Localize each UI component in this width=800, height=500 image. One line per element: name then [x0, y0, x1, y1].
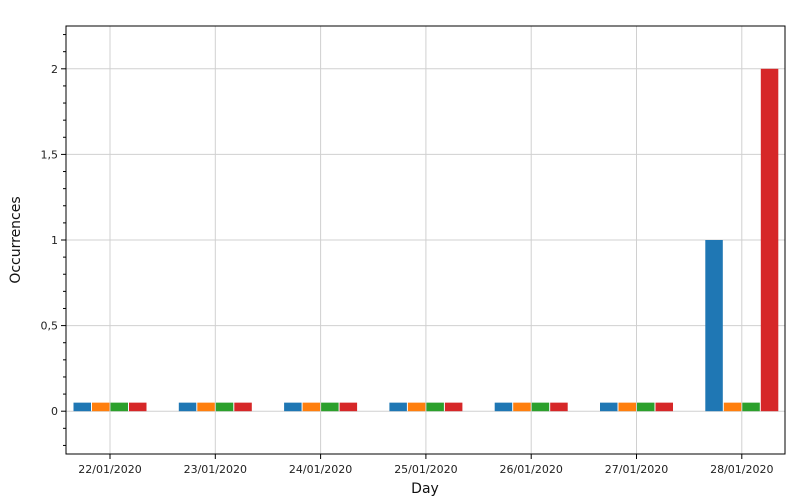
- bar: [215, 402, 234, 412]
- y-tick-label: 1: [51, 234, 58, 247]
- bar: [302, 402, 321, 412]
- y-tick-label: 0,5: [41, 320, 59, 333]
- bar: [234, 402, 252, 412]
- bar: [618, 402, 636, 412]
- bar: [705, 240, 723, 412]
- bar: [550, 402, 568, 412]
- x-tick-label: 22/01/2020: [78, 463, 141, 476]
- y-axis-ticks: 0 0,5 1 1,5 2: [41, 34, 66, 446]
- x-tick-label: 27/01/2020: [605, 463, 668, 476]
- grid: [66, 26, 785, 454]
- bar: [389, 402, 407, 412]
- bar: [73, 402, 91, 412]
- bar: [723, 402, 742, 412]
- x-tick-label: 28/01/2020: [710, 463, 773, 476]
- bar: [407, 402, 426, 412]
- x-tick-label: 25/01/2020: [394, 463, 457, 476]
- bar: [197, 402, 215, 412]
- bar: [513, 402, 531, 412]
- bar: [426, 402, 444, 412]
- x-tick-label: 23/01/2020: [184, 463, 247, 476]
- y-axis-label: Occurrences: [8, 196, 24, 283]
- bar: [284, 402, 302, 412]
- bar: [494, 402, 513, 412]
- bar: [637, 402, 655, 412]
- x-axis-label: Day: [411, 481, 439, 497]
- bars: [73, 68, 779, 412]
- y-tick-label: 1,5: [41, 148, 59, 161]
- bar: [321, 402, 339, 412]
- y-tick-label: 0: [51, 405, 58, 418]
- bar: [444, 402, 463, 412]
- bar: [531, 402, 550, 412]
- bar: [600, 402, 618, 412]
- bar: [742, 402, 760, 412]
- y-tick-label: 2: [51, 63, 58, 76]
- x-tick-label: 24/01/2020: [289, 463, 352, 476]
- bar: [655, 402, 673, 412]
- bar: [129, 402, 147, 412]
- bar: [92, 402, 110, 412]
- bar: [110, 402, 128, 412]
- x-tick-label: 26/01/2020: [499, 463, 562, 476]
- bar: [760, 68, 779, 412]
- bar: [339, 402, 358, 412]
- bar: [178, 402, 197, 412]
- x-axis-ticks: 22/01/2020 23/01/2020 24/01/2020 25/01/2020…: [78, 454, 774, 476]
